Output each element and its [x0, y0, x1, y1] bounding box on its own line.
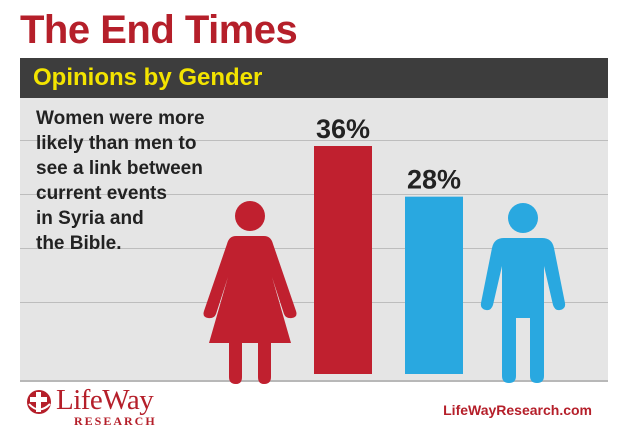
page-title: The End Times	[20, 8, 298, 52]
lifeway-logo: LifeWay RESEARCH	[26, 384, 176, 428]
bar-women	[314, 146, 372, 374]
footer-url: LifeWayResearch.com	[443, 402, 592, 418]
annotation-line: likely than men to	[36, 133, 197, 154]
data-label-women: 36%	[316, 114, 370, 144]
annotation-line: see a link between	[36, 158, 203, 179]
man-figure-icon	[480, 203, 566, 383]
chart-subtitle: Opinions by Gender	[33, 64, 263, 91]
bars-group: 36% 28%	[314, 114, 463, 374]
annotation-line: in Syria and	[36, 208, 144, 229]
lifeway-logo-icon	[27, 390, 51, 414]
chart-annotation: Women were more likely than men to see a…	[36, 106, 246, 256]
annotation-line: current events	[36, 183, 167, 204]
subtitle-bar: Opinions by Gender	[20, 58, 608, 98]
annotation-line: Women were more	[36, 108, 205, 129]
woman-figure-icon	[203, 201, 297, 384]
annotation-line: the Bible.	[36, 233, 122, 254]
data-label-men: 28%	[407, 165, 461, 195]
logo-subtitle: RESEARCH	[74, 414, 157, 428]
bar-men	[405, 196, 463, 374]
gridline	[20, 140, 608, 141]
logo-name: LifeWay	[56, 384, 154, 416]
